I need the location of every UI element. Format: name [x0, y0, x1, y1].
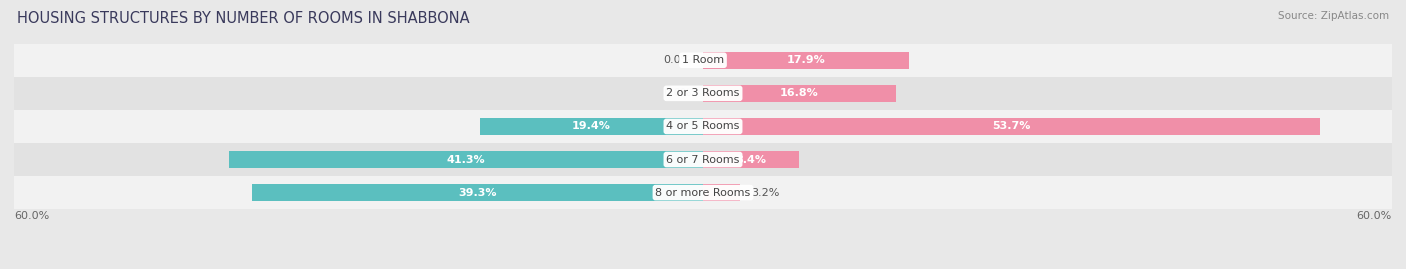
- Text: 39.3%: 39.3%: [458, 187, 496, 198]
- Text: Source: ZipAtlas.com: Source: ZipAtlas.com: [1278, 11, 1389, 21]
- Text: 4 or 5 Rooms: 4 or 5 Rooms: [666, 121, 740, 132]
- Bar: [14, 77, 1392, 110]
- Text: 60.0%: 60.0%: [14, 211, 49, 221]
- Text: 53.7%: 53.7%: [993, 121, 1031, 132]
- Bar: [252, 184, 703, 201]
- Text: 16.8%: 16.8%: [780, 88, 818, 98]
- Bar: [14, 143, 1392, 176]
- Text: 60.0%: 60.0%: [1357, 211, 1392, 221]
- Text: 8.4%: 8.4%: [735, 154, 766, 165]
- Text: 8 or more Rooms: 8 or more Rooms: [655, 187, 751, 198]
- Bar: [703, 118, 1320, 135]
- Bar: [703, 52, 908, 69]
- Text: 41.3%: 41.3%: [447, 154, 485, 165]
- Text: 6 or 7 Rooms: 6 or 7 Rooms: [666, 154, 740, 165]
- Text: 1 Room: 1 Room: [682, 55, 724, 65]
- Bar: [703, 151, 800, 168]
- Bar: [703, 184, 740, 201]
- Bar: [229, 151, 703, 168]
- Text: 0.0%: 0.0%: [664, 88, 692, 98]
- Bar: [481, 118, 703, 135]
- Bar: [14, 176, 1392, 209]
- Text: 3.2%: 3.2%: [751, 187, 779, 198]
- Bar: [14, 110, 1392, 143]
- Text: 2 or 3 Rooms: 2 or 3 Rooms: [666, 88, 740, 98]
- Text: 19.4%: 19.4%: [572, 121, 612, 132]
- Text: 0.0%: 0.0%: [664, 55, 692, 65]
- Bar: [14, 44, 1392, 77]
- Bar: [703, 85, 896, 102]
- Text: HOUSING STRUCTURES BY NUMBER OF ROOMS IN SHABBONA: HOUSING STRUCTURES BY NUMBER OF ROOMS IN…: [17, 11, 470, 26]
- Text: 17.9%: 17.9%: [786, 55, 825, 65]
